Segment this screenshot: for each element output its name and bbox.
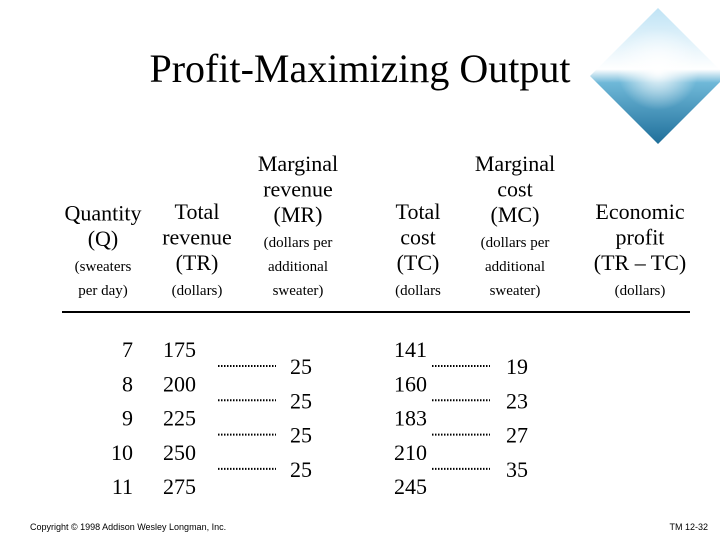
cell: 25 bbox=[290, 354, 312, 379]
slide-title: Profit-Maximizing Output bbox=[149, 46, 570, 91]
column-heading: (TR) bbox=[176, 250, 219, 275]
cell: 25 bbox=[290, 423, 312, 448]
column-heading: (MR) bbox=[274, 202, 323, 227]
cell: 225 bbox=[163, 406, 196, 431]
cell: 27 bbox=[506, 423, 528, 448]
cell: 25 bbox=[290, 457, 312, 482]
column-unit: (dollars per bbox=[481, 235, 550, 251]
column-heading: revenue bbox=[263, 176, 333, 201]
column-heading: profit bbox=[616, 224, 665, 249]
column-heading: Total bbox=[175, 199, 220, 224]
column-unit: additional bbox=[485, 259, 545, 275]
column-heading: Quantity bbox=[65, 200, 142, 225]
column-unit: additional bbox=[268, 259, 328, 275]
cell: 19 bbox=[506, 354, 528, 379]
column-heading: revenue bbox=[162, 224, 232, 249]
cell: 275 bbox=[163, 474, 196, 499]
column-heading: Marginal bbox=[258, 151, 338, 176]
column-heading: cost bbox=[497, 176, 532, 201]
table: (sweaters per day) Quantity(Q) 7 8 9 10 11 (doll… bbox=[65, 151, 687, 499]
column-unit: (dollars) bbox=[615, 283, 666, 299]
column-unit: sweater) bbox=[490, 283, 541, 299]
cell: 210 bbox=[394, 440, 427, 465]
cell: 11 bbox=[112, 474, 133, 499]
column-unit: (dollars) bbox=[172, 283, 223, 299]
cell: 175 bbox=[163, 337, 196, 362]
column-unit: (sweaters bbox=[75, 259, 132, 275]
column-heading: cost bbox=[400, 224, 435, 249]
column-heading: Total bbox=[396, 199, 441, 224]
column-heading: (MC) bbox=[491, 202, 540, 227]
cell: 200 bbox=[163, 371, 196, 396]
column-unit: sweater) bbox=[273, 283, 324, 299]
decorative-image bbox=[590, 8, 720, 144]
slide-number: TM 12-32 bbox=[669, 522, 708, 532]
cell: 23 bbox=[506, 388, 528, 413]
column-heading: Economic bbox=[595, 199, 684, 224]
cell: 10 bbox=[111, 440, 133, 465]
cell: 250 bbox=[163, 440, 196, 465]
cell: 9 bbox=[122, 406, 133, 431]
column-unit: per day) bbox=[78, 283, 128, 299]
column-heading: Marginal bbox=[475, 151, 555, 176]
column-unit: (dollars per bbox=[264, 235, 333, 251]
cell: 245 bbox=[394, 474, 427, 499]
cell: 35 bbox=[506, 457, 528, 482]
cell: 141 bbox=[394, 337, 427, 362]
column-heading: (TC) bbox=[397, 250, 440, 275]
cell: 7 bbox=[122, 337, 133, 362]
column-unit: (dollars bbox=[395, 283, 441, 299]
cell: 8 bbox=[122, 371, 133, 396]
cell: 25 bbox=[290, 388, 312, 413]
column-heading: (Q) bbox=[88, 226, 119, 251]
copyright: Copyright © 1998 Addison Wesley Longman,… bbox=[30, 522, 226, 532]
cell: 183 bbox=[394, 406, 427, 431]
cell: 160 bbox=[394, 371, 427, 396]
column-heading: (TR – TC) bbox=[594, 250, 686, 275]
